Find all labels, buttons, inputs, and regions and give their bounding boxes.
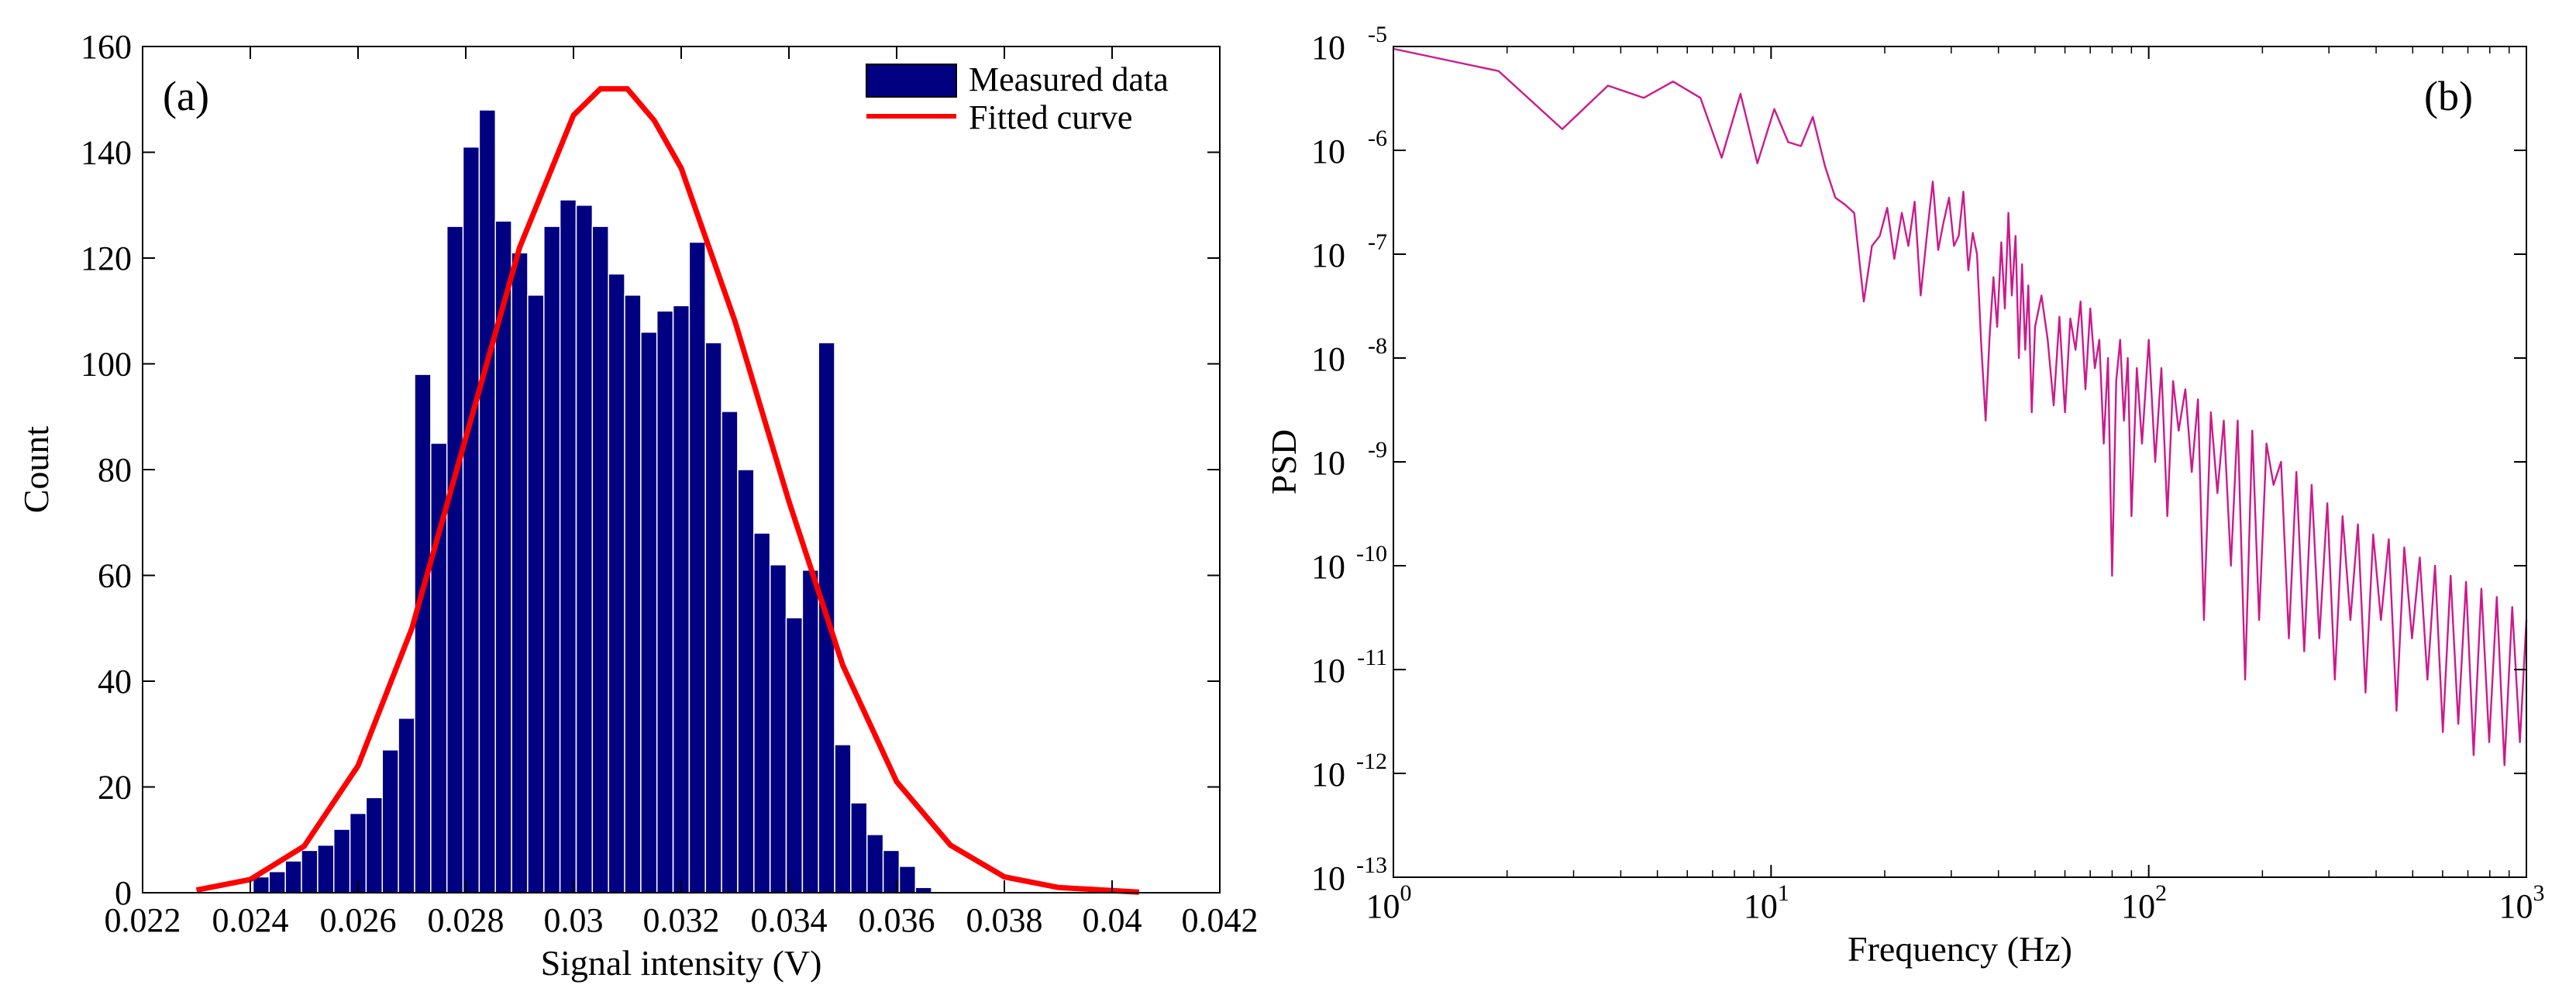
y-tick-label: 40 (98, 663, 132, 701)
histogram-bar (317, 844, 335, 894)
histogram-bar (672, 305, 690, 894)
histogram-bar (801, 569, 819, 894)
y-tick-label: 120 (81, 239, 132, 277)
histogram-bar (511, 252, 529, 894)
x-tick-label: 0.042 (1182, 901, 1259, 939)
x-tick-label: 101 (1744, 880, 1789, 925)
legend-swatch-measured (866, 64, 957, 98)
y-tick-label: 80 (98, 451, 132, 489)
histogram-bar (704, 342, 722, 894)
y-tick-label: 10 -10 (1311, 541, 1387, 586)
histogram-bar (575, 205, 594, 894)
histogram-bar (850, 802, 868, 894)
histogram-bar (543, 226, 561, 894)
histogram-bar (284, 860, 302, 894)
y-tick-label: 10 -6 (1311, 126, 1387, 170)
x-tick-label: 0.034 (751, 901, 828, 939)
x-tick-label: 100 (1366, 880, 1412, 925)
x-tick-label: 0.03 (544, 901, 604, 939)
histogram-bars (252, 109, 932, 894)
x-tick-label: 0.024 (212, 901, 289, 939)
y-tick-label: 160 (81, 28, 132, 66)
histogram-bar (898, 866, 917, 894)
histogram-bar (462, 146, 480, 894)
histogram-bar (591, 226, 609, 894)
histogram-bar (624, 294, 642, 894)
histogram-bar (688, 241, 706, 894)
histogram-x-ticks: 0.022 0.024 0.026 0.028 0.03 0.032 0.034 0.036 0… (105, 46, 1259, 939)
histogram-y-axis-title: Count (16, 426, 56, 514)
x-tick-label: 0.022 (105, 901, 181, 939)
x-tick-label: 0.036 (859, 901, 935, 939)
histogram-bar (866, 834, 884, 894)
histogram-y-ticks: 0 20 40 60 80 100 120 140 160 (81, 28, 1220, 912)
histogram-bar (753, 532, 771, 894)
histogram-bar (381, 749, 399, 894)
histogram-bar (365, 797, 384, 894)
histogram-bar (656, 310, 674, 894)
x-tick-label: 0.038 (966, 901, 1043, 939)
y-tick-label: 100 (81, 346, 132, 384)
histogram-bar (834, 744, 852, 894)
histogram-bar (559, 199, 577, 894)
x-tick-label: 0.026 (320, 901, 397, 939)
fitted-curve-line (195, 86, 1140, 895)
histogram-bar (785, 617, 804, 894)
psd-y-ticks: 10-13 10-12 10-11 10-10 10-9 10-8 10-7 10-6 10-5 (1311, 22, 2526, 897)
histogram-bar (398, 718, 415, 894)
histogram-panel: 0.022 0.024 0.026 0.028 0.03 0.032 0.034 0.036 0… (16, 28, 1259, 983)
y-tick-label: 20 (98, 769, 132, 807)
panel-label-b: (b) (2424, 73, 2473, 119)
x-tick-label: 103 (2499, 880, 2545, 925)
y-tick-label: 60 (98, 557, 132, 595)
histogram-bar (640, 331, 658, 894)
histogram-bar (268, 870, 286, 894)
histogram-bar (914, 887, 932, 894)
histogram-bar (301, 849, 319, 894)
legend-label-measured: Measured data (969, 60, 1169, 98)
y-tick-label: 10 -5 (1311, 22, 1387, 67)
histogram-bar (608, 273, 625, 894)
y-tick-label: 0 (115, 874, 132, 912)
histogram-legend: Measured data Fitted curve (866, 60, 1169, 136)
histogram-bar (446, 226, 464, 894)
x-tick-label: 0.028 (428, 901, 505, 939)
y-tick-label: 10 -11 (1311, 645, 1387, 690)
histogram-bar (332, 828, 351, 894)
psd-series-line (1393, 47, 2528, 766)
y-tick-label: 10 -9 (1311, 437, 1387, 482)
x-tick-label: 0.04 (1083, 901, 1142, 939)
histogram-bar (737, 469, 755, 894)
histogram-bar (478, 109, 497, 894)
legend-label-fitted: Fitted curve (969, 98, 1132, 136)
histogram-bar (721, 411, 739, 894)
psd-y-axis-title: PSD (1264, 429, 1303, 494)
y-tick-label: 10 -8 (1311, 333, 1387, 378)
panel-label-a: (a) (163, 73, 209, 119)
y-tick-label: 140 (81, 134, 132, 172)
histogram-x-axis-title: Signal intensity (V) (541, 943, 822, 983)
x-tick-label: 0.032 (643, 901, 720, 939)
y-tick-label: 10 -12 (1311, 749, 1387, 794)
psd-x-ticks: 100 101 102 103 (1366, 46, 2545, 925)
histogram-bar (527, 294, 545, 894)
psd-x-axis-title: Frequency (Hz) (1848, 929, 2072, 969)
x-tick-label: 102 (2121, 880, 2167, 925)
y-tick-label: 10 -13 (1311, 852, 1387, 897)
histogram-bar (414, 374, 432, 894)
psd-plot-area (1393, 46, 2526, 877)
y-tick-label: 10 -7 (1311, 229, 1387, 274)
histogram-bar (769, 564, 787, 894)
